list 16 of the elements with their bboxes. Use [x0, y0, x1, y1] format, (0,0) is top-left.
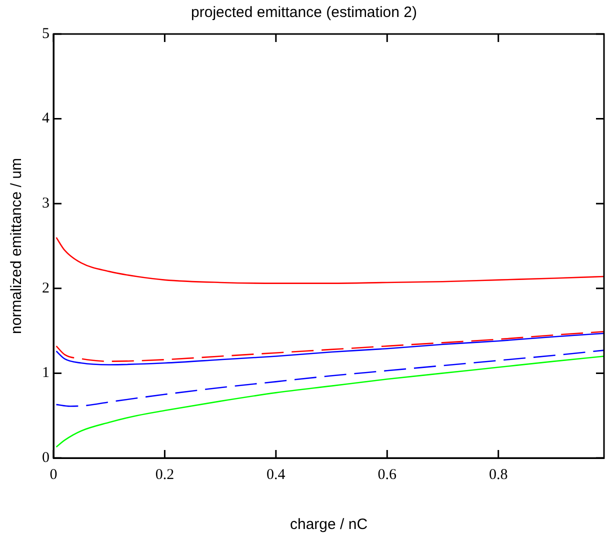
line-series	[56, 350, 604, 407]
y-tick-label: 3	[42, 196, 50, 212]
x-tick-label: 0.8	[488, 466, 508, 483]
chart-title: projected emittance (estimation 2)	[191, 4, 417, 22]
y-tick-label: 0	[42, 450, 50, 466]
x-tick-label: 0.2	[155, 466, 174, 483]
x-tick-label: 0.6	[378, 466, 398, 483]
x-axis-title: charge / nC	[290, 516, 368, 534]
y-tick-label: 4	[42, 110, 50, 127]
y-tick-label: 5	[42, 26, 50, 42]
line-series	[56, 356, 604, 448]
y-axis-title: normalized emittance / um	[8, 158, 26, 334]
x-tick-label: 0.4	[266, 466, 286, 483]
line-series	[56, 236, 604, 284]
y-tick-label: 2	[42, 280, 50, 296]
y-tick-label: 1	[42, 365, 50, 382]
